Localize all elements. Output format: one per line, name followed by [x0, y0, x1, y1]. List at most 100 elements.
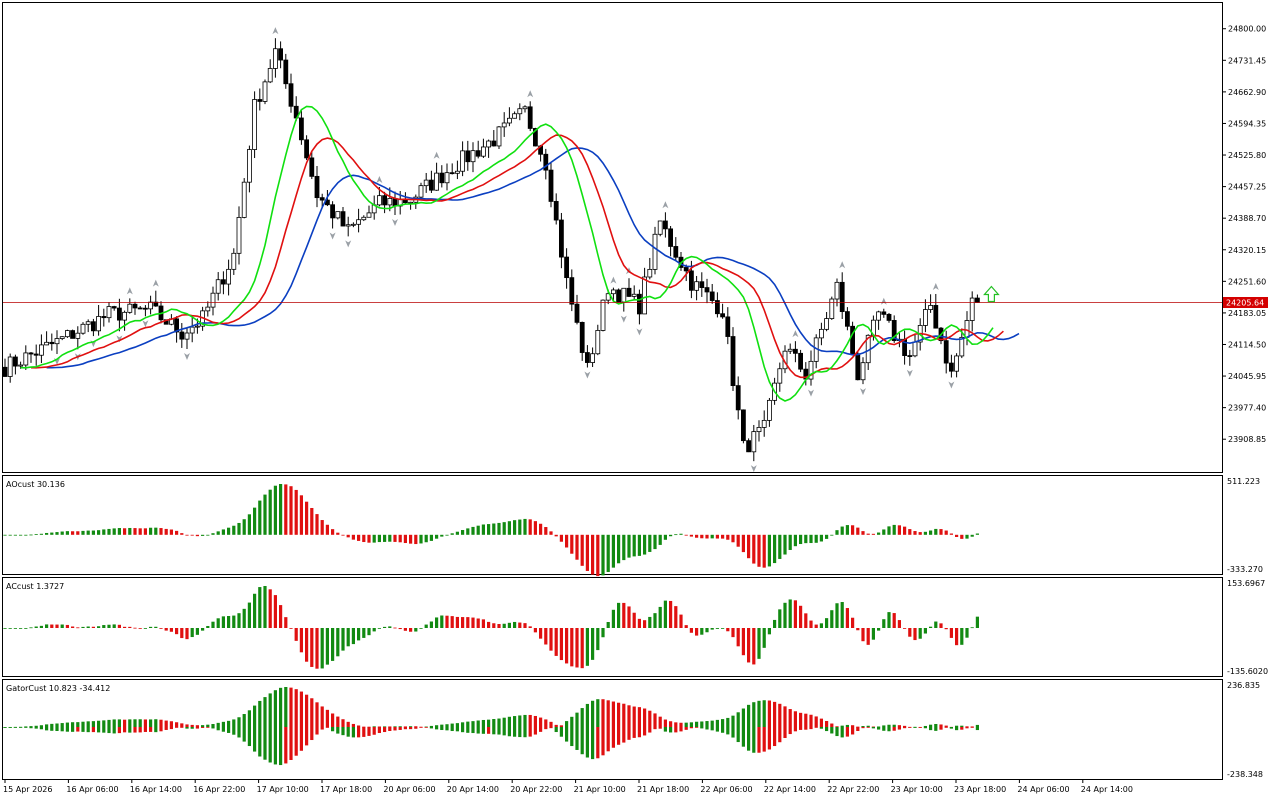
ao-bar [575, 534, 579, 560]
fractal-down-marker [750, 465, 757, 473]
ac-bar [185, 628, 189, 640]
ao-bar [299, 495, 303, 535]
ao-bar [877, 532, 881, 535]
ac-bar [606, 622, 610, 628]
gator-upper-bar [50, 723, 54, 727]
ao-bar [513, 520, 517, 535]
ao-bar [331, 529, 335, 535]
bull-candle [512, 113, 517, 119]
gator-upper-bar [741, 708, 745, 727]
bear-candle [28, 352, 34, 355]
fractal-down-marker [329, 232, 336, 240]
gator-lower-bar [747, 727, 751, 751]
gator-lower-bar [913, 727, 917, 728]
gator-upper-bar [455, 723, 459, 727]
gator-lower-bar [299, 727, 303, 751]
ac-bar [362, 628, 366, 638]
gator-lower-bar [783, 727, 787, 738]
gator-upper-bar [263, 697, 267, 727]
ao-bar [721, 534, 725, 539]
ao-bar [117, 528, 121, 535]
bear-candle [839, 281, 845, 312]
gator-lower-bar [523, 727, 527, 738]
gator-lower-bar [502, 727, 506, 736]
ao-bar [731, 534, 735, 543]
gator-lower-bar [39, 727, 43, 730]
bear-candle [132, 303, 138, 309]
bull-candle [501, 122, 507, 128]
ac-bar [715, 628, 719, 629]
ao-bar [154, 527, 158, 535]
x-tick-label: 20 Apr 22:00 [510, 785, 562, 794]
x-tick-label: 17 Apr 10:00 [257, 785, 309, 794]
ao-bar [91, 530, 95, 535]
bull-candle [600, 299, 606, 331]
gator-upper-bar [814, 716, 818, 727]
gator-lower-bar [8, 727, 12, 728]
gator-lower-bar [351, 727, 355, 738]
bull-candle [96, 316, 101, 332]
gator-upper-bar [601, 699, 605, 727]
y-tick-label: 23908.85 [1228, 435, 1266, 444]
ao-bar [923, 531, 927, 535]
ao-bar [970, 534, 974, 537]
bull-candle [231, 252, 237, 270]
gator-lower-bar [50, 727, 54, 731]
ac-bar [159, 628, 163, 629]
ao-bar [565, 534, 569, 548]
x-tick-label: 21 Apr 10:00 [574, 785, 626, 794]
y-tick-label: 24800.00 [1228, 25, 1266, 34]
bear-candle [111, 306, 117, 309]
ac-bar [24, 628, 28, 629]
gator-upper-bar [575, 712, 579, 727]
gator-lower-bar [128, 727, 132, 733]
ao-bar [736, 534, 740, 547]
ac-bar [960, 628, 964, 645]
y-tick-label: 24594.35 [1228, 119, 1266, 128]
bear-candle [668, 228, 673, 247]
bull-candle [928, 305, 933, 310]
bear-candle [720, 313, 725, 318]
gator-upper-bar [91, 721, 95, 727]
ao-bar [487, 524, 491, 535]
ac-bar [76, 627, 80, 629]
gator-lower-bar [955, 727, 959, 731]
gator-upper-bar [554, 724, 558, 727]
ac-bar [814, 624, 818, 628]
gator-lower-bar [882, 727, 886, 731]
bear-candle [475, 150, 481, 157]
gator-upper-bar [445, 724, 449, 727]
ao-bar [559, 534, 563, 542]
fractal-up-marker [152, 279, 159, 287]
ao-bar [476, 525, 480, 535]
gator-lower-bar [242, 727, 246, 742]
bear-candle [12, 356, 18, 367]
gator-lower-bar [398, 727, 402, 730]
gator-upper-bar [331, 713, 335, 727]
ac-bar [169, 628, 173, 632]
ao-ymin: -333.270 [1227, 565, 1263, 574]
gator-lower-bar [216, 727, 220, 731]
ao-bar [237, 522, 241, 535]
ao-bar [601, 534, 605, 576]
gator-upper-bar [559, 725, 563, 727]
gator-lower-bar [819, 727, 823, 729]
ao-bar [34, 534, 38, 535]
ao-bar [216, 531, 220, 535]
ac-bar [19, 628, 23, 629]
gator-lower-bar [845, 727, 849, 737]
gator-ymax: 236.835 [1227, 681, 1260, 690]
ao-bar [913, 531, 917, 535]
bull-candle [65, 330, 70, 338]
bear-candle [855, 353, 861, 381]
gator-lower-bar [450, 727, 454, 732]
ao-bar [133, 528, 137, 535]
ao-bar [367, 534, 371, 543]
gator-upper-bar [929, 724, 933, 727]
ao-bar [653, 534, 657, 550]
ao-bar [159, 528, 163, 535]
ac-bar [627, 606, 631, 628]
ao-bar [747, 534, 751, 559]
gator-lower-bar [195, 727, 199, 729]
